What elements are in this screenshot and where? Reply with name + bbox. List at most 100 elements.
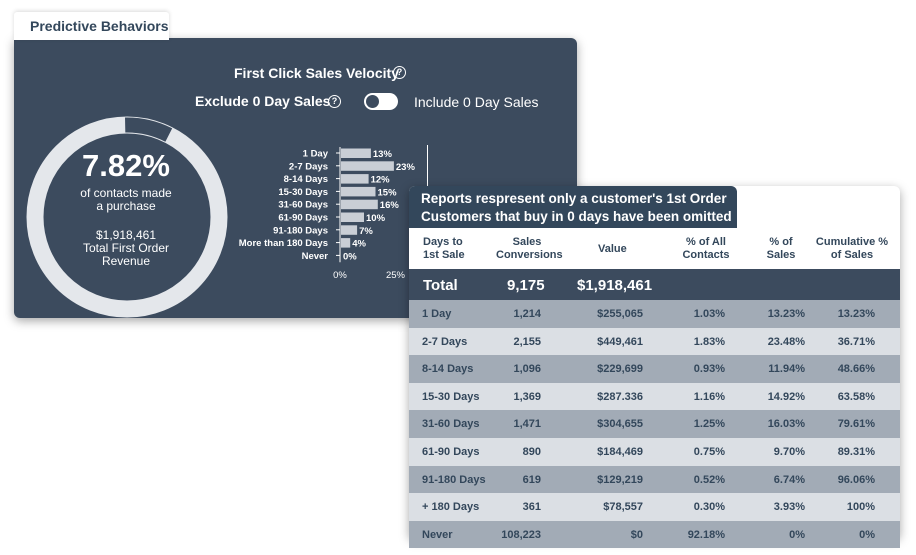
bar-data-label: 4% [352, 239, 366, 250]
header-days-l2: 1st Sale [423, 249, 465, 261]
purchase-caption: of contacts made a purchase [54, 187, 198, 213]
cell-days: Never [422, 528, 453, 541]
total-conversions: 9,175 [507, 277, 545, 294]
bar-data-label: 15% [378, 187, 398, 198]
cell-pct-contacts: 0.93% [693, 363, 725, 376]
purchase-caption-line1: of contacts made [80, 186, 172, 200]
header-value: Value [598, 243, 627, 256]
cell-days: 31-60 Days [422, 418, 480, 431]
table-row: 8-14 Days 1,096 $229,699 0.93% 11.94% 48.66% [409, 355, 900, 383]
header-days: Days to 1st Sale [423, 236, 465, 262]
cell-conversions: 2,155 [513, 335, 541, 348]
header-pct-sales: % of Sales [756, 236, 806, 262]
cell-pct-sales: 16.03% [767, 418, 805, 431]
purchase-caption-line2: a purchase [96, 199, 156, 213]
cell-pct-sales: 9.70% [773, 445, 805, 458]
cell-pct-contacts: 1.16% [693, 390, 725, 403]
table-row: 91-180 Days 619 $129,219 0.52% 6.74% 96.06% [409, 465, 900, 494]
total-row: Total 9,175 $1,918,461 [409, 269, 900, 300]
cell-value: $449,461 [597, 335, 643, 348]
zero-day-sales-toggle[interactable] [364, 93, 398, 110]
table-row: 15-30 Days 1,369 $287.336 1.16% 14.92% 63.58% [409, 382, 900, 411]
cell-pct-contacts: 1.83% [693, 335, 725, 348]
velocity-help-icon[interactable]: ? [393, 66, 406, 79]
cell-pct-sales: 3.93% [773, 501, 805, 514]
bar-category-label: 61-90 Days [278, 213, 328, 224]
velocity-bar [341, 174, 369, 184]
cell-cumulative: 96.06% [837, 473, 875, 486]
cell-cumulative: 0% [859, 528, 875, 541]
bar-category-label: 1 Day [303, 149, 329, 160]
header-pctc-l2: Contacts [682, 249, 730, 261]
bar-category-label: 8-14 Days [284, 174, 328, 185]
cell-pct-contacts: 0.75% [693, 445, 725, 458]
header-conv-l2: Conversions [496, 249, 563, 261]
cell-pct-sales: 14.92% [767, 390, 805, 403]
cell-pct-contacts: 92.18% [687, 528, 725, 541]
cell-cumulative: 79.61% [837, 418, 875, 431]
total-label: Total [423, 277, 458, 294]
bar-category-label: More than 180 Days [239, 238, 328, 249]
cell-conversions: 361 [522, 501, 541, 514]
cell-value: $287.336 [597, 390, 643, 403]
velocity-bar [341, 238, 351, 248]
revenue-caption-line2: Revenue [101, 254, 151, 268]
table-row: 31-60 Days 1,471 $304,655 1.25% 16.03% 79.61% [409, 410, 900, 438]
cell-days: 91-180 Days [422, 473, 486, 486]
velocity-bar [341, 161, 394, 171]
velocity-bar [341, 212, 364, 222]
cell-cumulative: 36.71% [837, 335, 875, 348]
bar-data-label: 16% [380, 200, 400, 211]
bar-data-label: 12% [371, 175, 391, 186]
cell-value: $78,557 [603, 501, 643, 514]
banner-line1: Reports respresent only a customer's 1st… [421, 191, 727, 206]
header-pct-contacts: % of All Contacts [673, 236, 739, 262]
cell-pct-contacts: 0.30% [693, 501, 725, 514]
total-value: $1,918,461 [577, 277, 653, 294]
purchase-rate-donut [26, 116, 228, 318]
header-days-l1: Days to [423, 236, 463, 248]
cell-pct-sales: 23.48% [767, 335, 805, 348]
cell-value: $129,219 [597, 473, 643, 486]
header-cumulative: Cumulative % of Sales [814, 236, 890, 262]
bar-category-label: 31-60 Days [278, 200, 328, 211]
x-tick-label: 25% [386, 270, 406, 281]
cell-days: 1 Day [422, 308, 452, 320]
bar-category-label: 2-7 Days [289, 161, 328, 172]
cell-conversions: 1,214 [513, 308, 541, 320]
header-cum-l2: of Sales [830, 249, 874, 261]
table-row: + 180 Days 361 $78,557 0.30% 3.93% 100% [409, 493, 900, 521]
exclude-help-icon[interactable]: ? [328, 95, 341, 108]
cell-value: $255,065 [597, 308, 643, 320]
header-conv-l1: Sales [512, 236, 542, 248]
velocity-bar [341, 199, 378, 210]
x-tick-label: 0% [333, 270, 347, 281]
cell-cumulative: 48.66% [837, 363, 875, 376]
table-body: 1 Day 1,214 $255,065 1.03% 13.23% 13.23% 2-7 D… [409, 300, 900, 549]
donut-purchase-segment [125, 117, 173, 142]
cell-days: 2-7 Days [422, 335, 468, 348]
bar-data-label: 23% [396, 162, 416, 173]
cell-pct-sales: 0% [789, 528, 805, 541]
cell-pct-contacts: 1.25% [693, 418, 725, 431]
revenue-value: $1,918,461 [95, 228, 157, 242]
table-row: 2-7 Days 2,155 $449,461 1.83% 23.48% 36.71% [409, 327, 900, 356]
include-zero-day-label: Include 0 Day Sales [414, 94, 539, 110]
cell-value: $0 [630, 528, 643, 541]
cell-pct-sales: 13.23% [767, 308, 805, 320]
toggle-knob [366, 95, 379, 108]
cell-pct-sales: 11.94% [768, 363, 805, 376]
bar-data-label: 13% [373, 149, 393, 160]
bar-category-label: 15-30 Days [278, 187, 328, 198]
cell-cumulative: 89.31% [837, 445, 875, 458]
bar-data-label: 0% [343, 251, 357, 262]
cell-pct-contacts: 1.03% [693, 308, 725, 320]
header-pctc-l1: % of All [686, 236, 726, 248]
cell-cumulative: 100% [846, 501, 875, 514]
header-value-l1: Value [598, 243, 627, 255]
cell-cumulative: 13.23% [837, 308, 875, 320]
table-row: Never 108,223 $0 92.18% 0% 0% [409, 520, 900, 549]
bar-data-label: 7% [359, 226, 373, 237]
predictive-behaviors-tab[interactable]: Predictive Behaviors [14, 12, 169, 40]
